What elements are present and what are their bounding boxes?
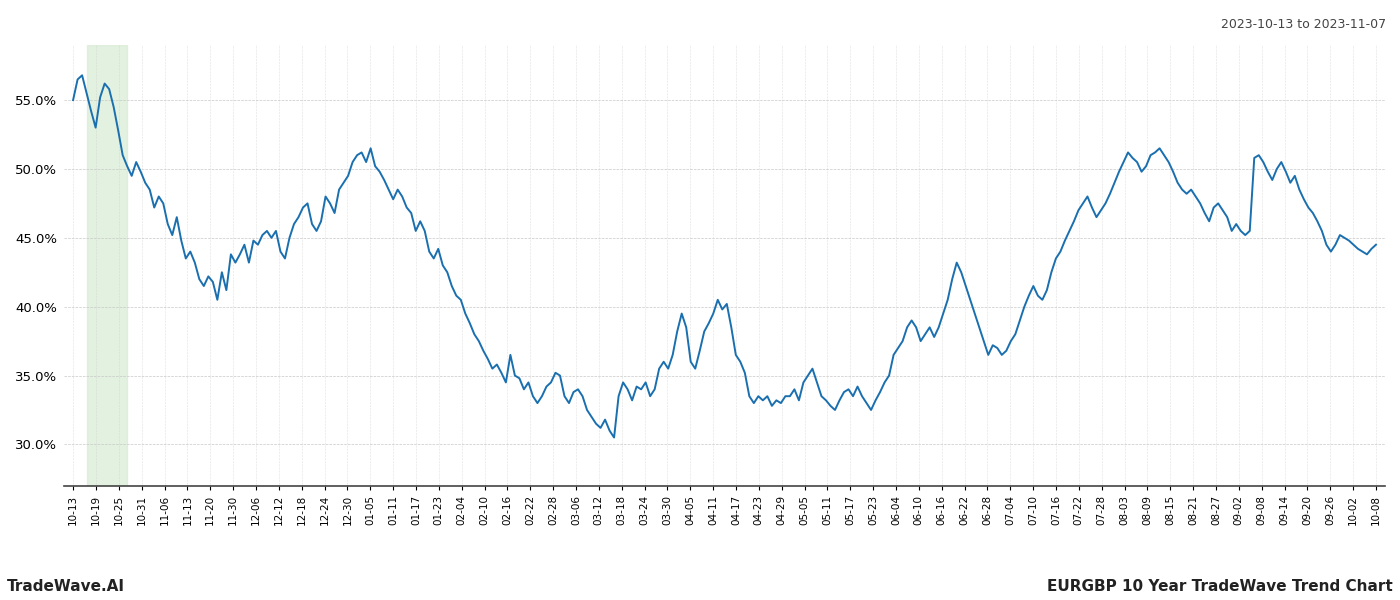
Bar: [87, 45, 127, 486]
Text: EURGBP 10 Year TradeWave Trend Chart: EURGBP 10 Year TradeWave Trend Chart: [1047, 579, 1393, 594]
Text: 2023-10-13 to 2023-11-07: 2023-10-13 to 2023-11-07: [1221, 18, 1386, 31]
Text: TradeWave.AI: TradeWave.AI: [7, 579, 125, 594]
